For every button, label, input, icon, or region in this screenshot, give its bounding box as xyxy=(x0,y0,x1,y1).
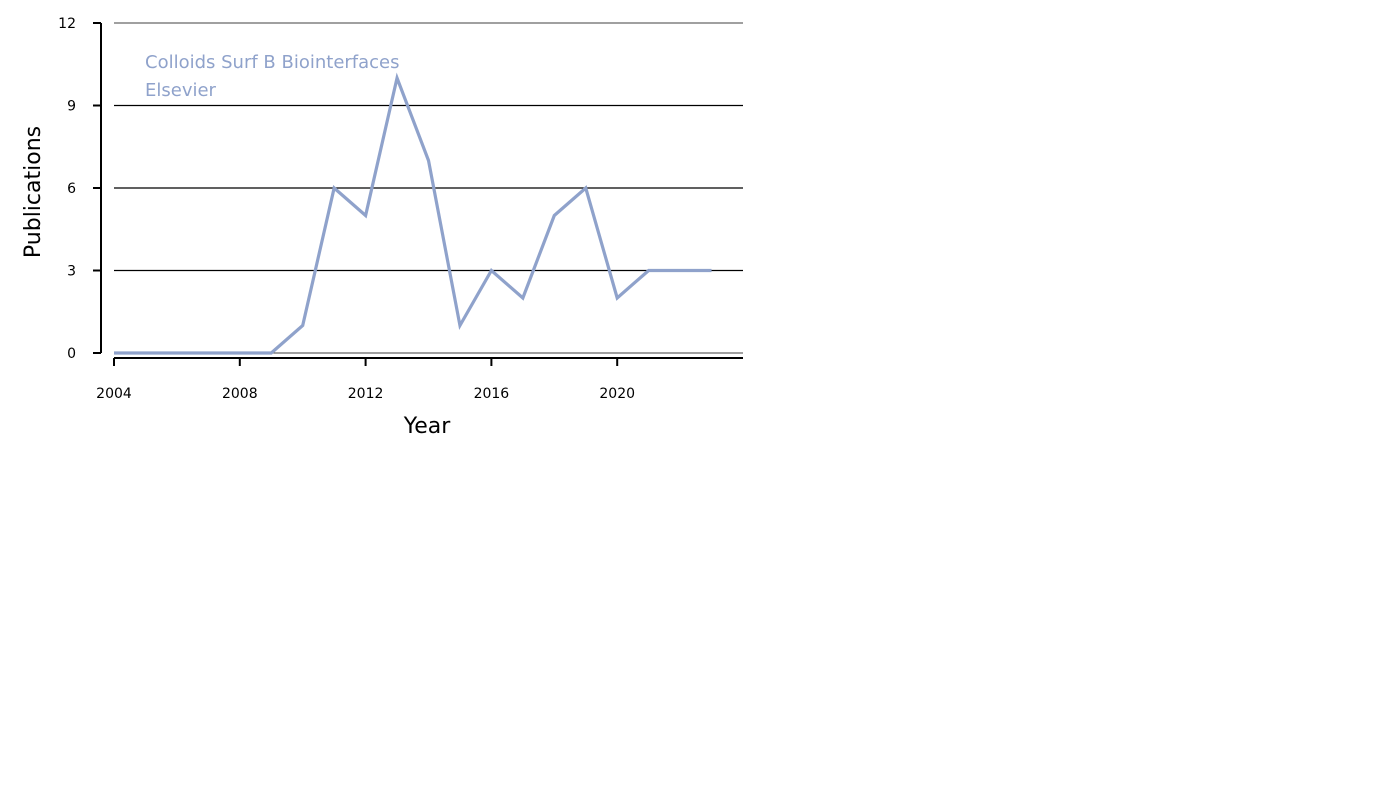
y-tick-label-0: 0 xyxy=(67,346,76,362)
x-tick-label-2020: 2020 xyxy=(599,386,635,402)
annotation-line-1: Colloids Surf B Biointerfaces xyxy=(145,52,400,73)
gridlines xyxy=(114,22,743,354)
x-tick-label-2008: 2008 xyxy=(222,386,258,402)
y-tick-label-3: 3 xyxy=(67,264,76,280)
axes xyxy=(100,23,743,359)
y-tick-label-9: 9 xyxy=(67,99,76,115)
x-tick-label-2016: 2016 xyxy=(474,386,510,402)
series-line-0 xyxy=(114,72,712,355)
x-ticks: 2004 2008 2012 2016 2020 xyxy=(96,358,635,402)
y-tick-label-6: 6 xyxy=(67,181,76,197)
annotation-line-2: Elsevier xyxy=(145,80,217,101)
x-tick-label-2004: 2004 xyxy=(96,386,132,402)
x-tick-label-2012: 2012 xyxy=(348,386,384,402)
x-axis-title: Year xyxy=(403,414,452,439)
y-ticks: 0 3 6 9 12 xyxy=(58,16,101,362)
series-group xyxy=(114,72,712,355)
y-tick-label-12: 12 xyxy=(58,16,76,32)
y-axis-title: Publications xyxy=(21,126,46,258)
